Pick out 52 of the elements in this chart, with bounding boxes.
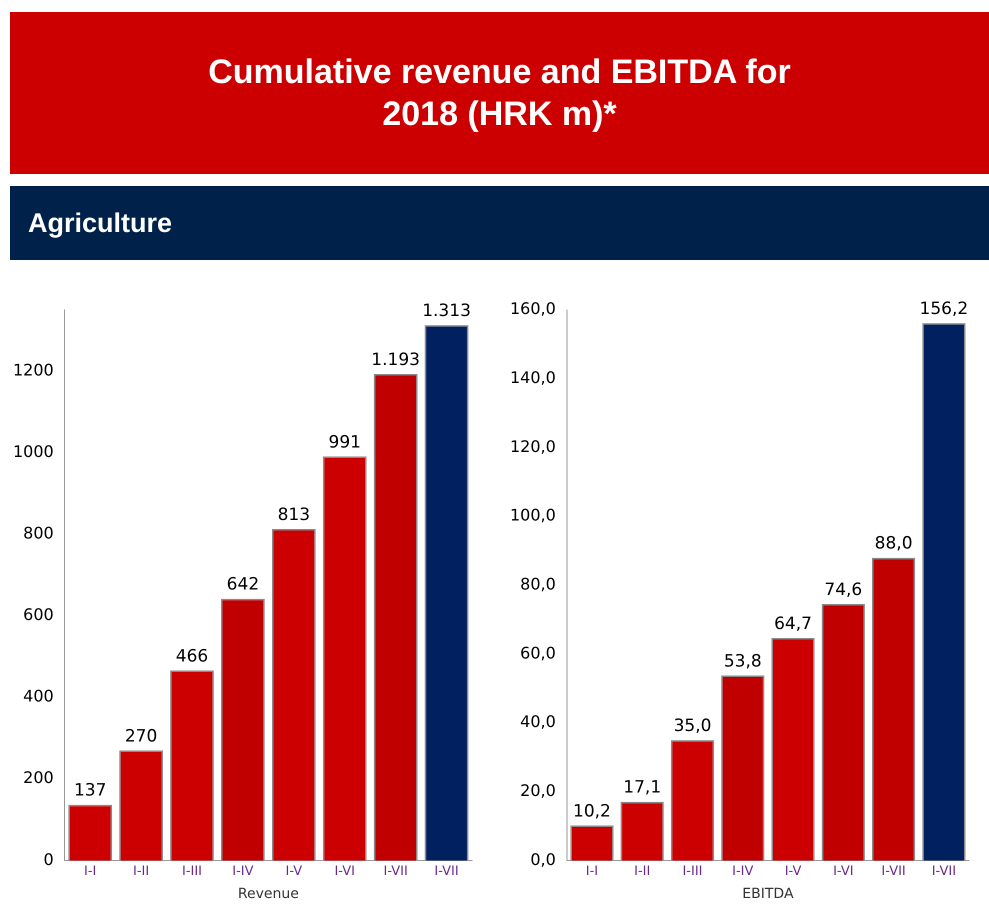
data-label: 466 — [176, 646, 208, 666]
x-tick-label: I-VII — [881, 864, 906, 879]
data-label: 74,6 — [824, 580, 862, 600]
data-label: 88,0 — [874, 534, 913, 554]
data-label: 64,7 — [774, 614, 812, 634]
data-label: 813 — [278, 504, 310, 525]
x-tick-label: I-V — [784, 864, 802, 879]
y-tick-label: 20,0 — [520, 780, 556, 800]
data-label: 137 — [74, 780, 106, 801]
data-label: 35,0 — [674, 716, 712, 736]
data-label: 1.193 — [371, 350, 420, 370]
x-tick-label: I-III — [682, 864, 703, 879]
x-tick-label: I-VII — [434, 864, 459, 879]
x-tick-label: I-VII — [383, 864, 408, 879]
x-tick-label: I-IV — [732, 864, 754, 879]
x-tick-label: I-II — [132, 864, 150, 879]
y-tick-label: 160,0 — [510, 299, 556, 318]
x-tick-label: I-VI — [334, 864, 355, 879]
data-label: 10,2 — [573, 801, 611, 822]
x-tick-label: I-VI — [833, 864, 854, 879]
y-tick-label: 140,0 — [510, 368, 556, 387]
y-tick-label: 600 — [23, 605, 54, 624]
x-tick-label: I-I — [586, 864, 598, 879]
data-label: 53,8 — [724, 651, 762, 672]
y-tick-label: 60,0 — [520, 643, 556, 662]
x-tick-label: I-V — [285, 864, 302, 879]
data-label: 270 — [124, 726, 158, 746]
y-tick-label: 400 — [23, 686, 54, 706]
x-tick-label: I-I — [84, 864, 96, 879]
y-tick-label: 100,0 — [510, 506, 556, 525]
data-label: 17,1 — [623, 778, 662, 798]
data-label: 1.313 — [422, 301, 471, 322]
y-tick-label: 80,0 — [520, 574, 556, 594]
y-tick-label: 40,0 — [520, 712, 556, 732]
data-label: 642 — [226, 574, 260, 595]
y-tick-label: 0,0 — [530, 850, 556, 869]
x-tick-label: I-II — [634, 864, 650, 879]
y-tick-label: 800 — [23, 523, 54, 542]
y-tick-label: 1000 — [13, 442, 54, 461]
x-axis-title: Revenue — [238, 886, 299, 902]
data-label: 156,2 — [920, 299, 968, 319]
chart-subtitle: Agriculture — [10, 186, 989, 260]
chart-title: Cumulative revenue and EBITDA for 2018 (HRK m)* — [207, 52, 792, 135]
y-tick-label: 200 — [23, 768, 54, 788]
y-tick-label: 120,0 — [510, 436, 556, 456]
x-tick-label: I-VII — [932, 864, 956, 879]
data-label: 991 — [328, 432, 361, 452]
x-tick-label: I-III — [182, 864, 202, 879]
x-axis-title: EBITDA — [742, 886, 794, 902]
y-tick-label: 1200 — [13, 360, 54, 380]
y-tick-label: 0 — [44, 850, 54, 869]
x-tick-label: I-IV — [232, 864, 254, 879]
